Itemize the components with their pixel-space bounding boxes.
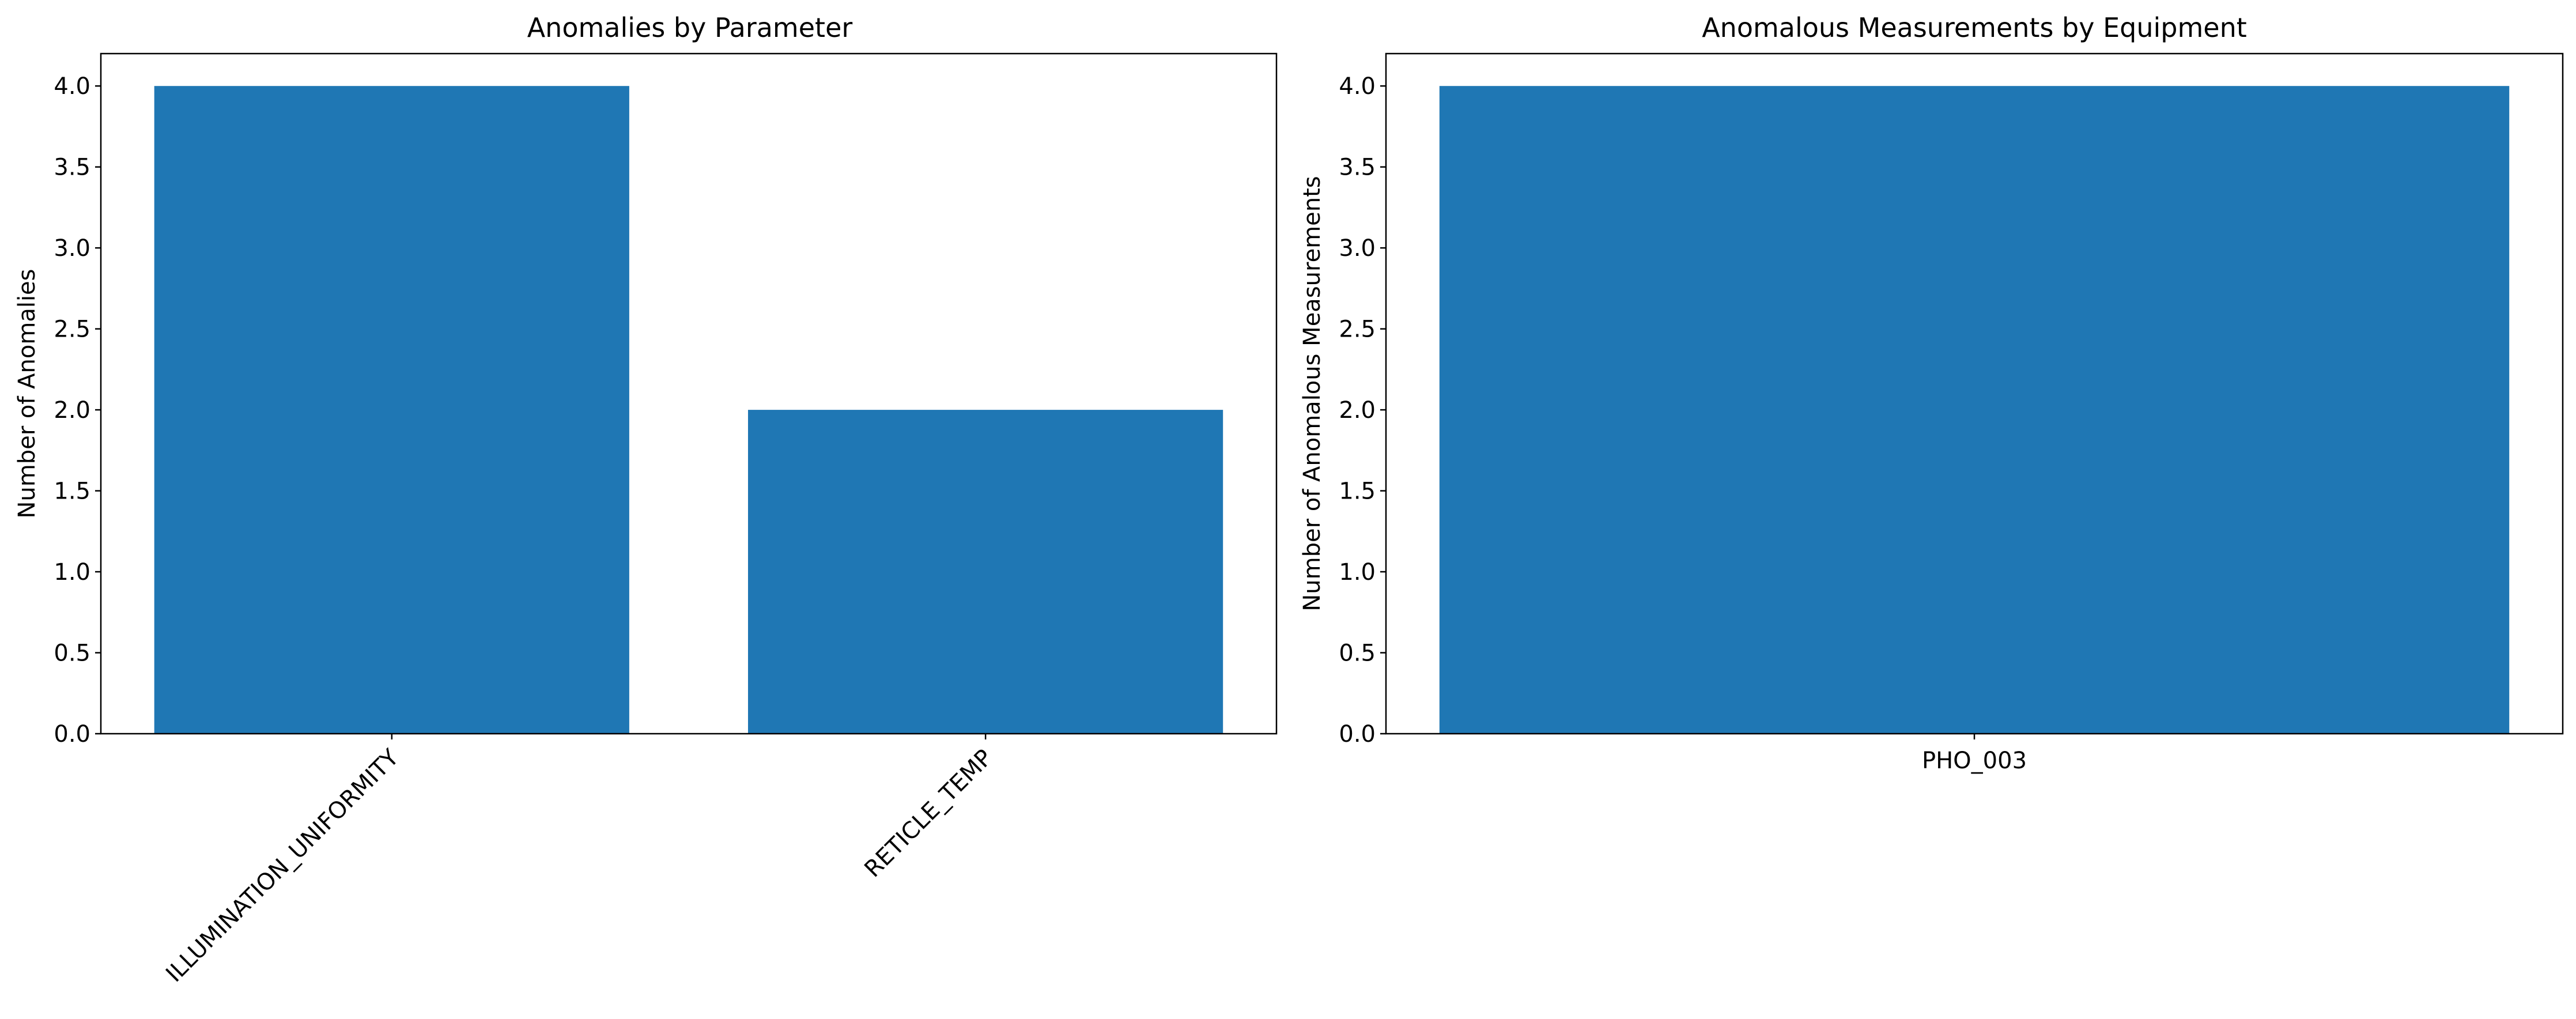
y-tick-label: 2.0 [1339, 397, 1376, 424]
y-tick-label: 2.5 [54, 316, 90, 343]
y-tick-label: 2.5 [1339, 316, 1376, 343]
bar-reticle-temp [748, 410, 1223, 734]
y-tick-label: 3.0 [1339, 235, 1376, 262]
chart-panel-equipment: Anomalous Measurements by Equipment Numb… [1299, 12, 2564, 774]
chart-title: Anomalous Measurements by Equipment [1702, 12, 2247, 43]
plot-area-equipment: 0.0 0.5 1.0 1.5 2.0 2.5 3.0 3.5 4.0 PHO_003 [1339, 52, 2564, 774]
y-tick-label: 3.5 [54, 154, 90, 181]
y-tick-label: 0.0 [54, 721, 90, 748]
chart-title: Anomalies by Parameter [527, 12, 853, 43]
axes-frame [100, 52, 1278, 735]
y-axis-label: Number of Anomalous Measurements [1299, 176, 1325, 611]
y-tick-label: 1.0 [1339, 559, 1376, 586]
y-tick-label: 0.5 [54, 640, 90, 667]
y-tick-label: 0.0 [1339, 721, 1376, 748]
bar-illumination-uniformity [154, 86, 629, 734]
y-tick-label: 3.5 [1339, 154, 1376, 181]
y-tick-label: 4.0 [1339, 73, 1376, 100]
y-tick-label: 1.0 [54, 559, 90, 586]
y-axis-label: Number of Anomalies [14, 269, 40, 518]
y-tick-label: 1.5 [54, 478, 90, 505]
y-tick-label: 2.0 [54, 397, 90, 424]
y-tick-label: 4.0 [54, 73, 90, 100]
y-tick-label: 1.5 [1339, 478, 1376, 505]
x-tick-label: PHO_003 [1922, 748, 2027, 774]
y-tick-label: 0.5 [1339, 640, 1376, 667]
y-tick-label: 3.0 [54, 235, 90, 262]
bar-pho-003 [1439, 86, 2510, 734]
